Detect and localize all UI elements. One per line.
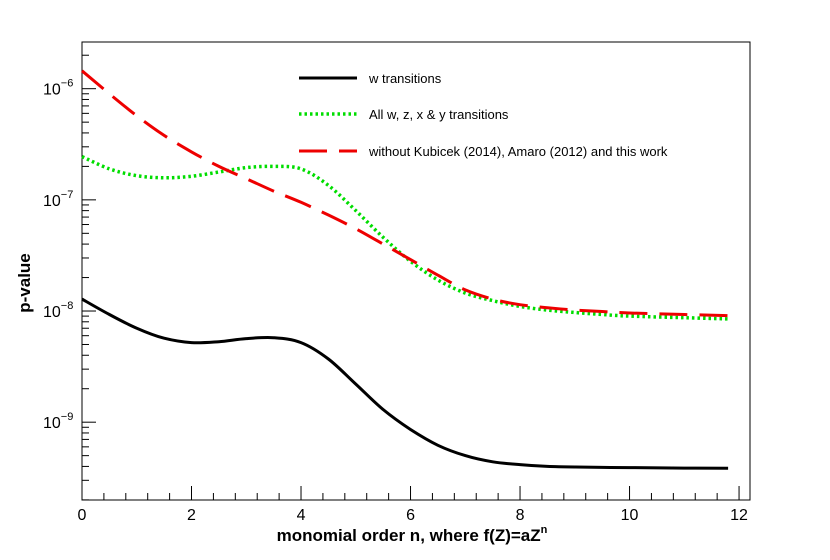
x-tick-label: 6 [406, 507, 415, 524]
y-tick-exponent: −7 [61, 189, 74, 201]
y-tick-exponent: −9 [61, 411, 74, 423]
x-axis-title: monomial order n, where f(Z)=aZn [277, 524, 548, 545]
series-layer [81, 69, 729, 470]
w-transitions-line [81, 297, 729, 470]
y-axis-title: p-value [15, 253, 34, 313]
y-tick-label: 10−6 [43, 78, 73, 99]
plot-frame [81, 41, 751, 501]
y-tick-base: 10 [43, 415, 61, 432]
legend-without-kubicek-label: without Kubicek (2014), Amaro (2012) and… [368, 144, 668, 159]
legend-w-transitions-label: w transitions [368, 71, 442, 86]
y-tick-exponent: −6 [61, 78, 74, 90]
y-tick-base: 10 [43, 193, 61, 210]
x-tick-label: 0 [78, 507, 87, 524]
x-tick-label: 2 [187, 507, 196, 524]
x-tick-label: 8 [516, 507, 525, 524]
y-tick-base: 10 [43, 82, 61, 99]
without-kubicek-line [81, 69, 729, 318]
y-tick-label: 10−8 [43, 300, 73, 321]
all-transitions-line [81, 154, 729, 321]
y-tick-label: 10−7 [43, 189, 73, 210]
x-tick-label: 12 [730, 507, 748, 524]
legend-all-transitions-label: All w, z, x & y transitions [369, 107, 509, 122]
y-tick-label: 10−9 [43, 411, 73, 432]
x-axis-title-main: monomial order n, where f(Z)=aZ [277, 526, 541, 545]
x-axis-title-sup: n [541, 524, 548, 536]
x-tick-label: 4 [297, 507, 306, 524]
x-tick-label: 10 [621, 507, 639, 524]
axis-ticks [81, 54, 740, 501]
y-tick-base: 10 [43, 304, 61, 321]
y-tick-exponent: −8 [61, 300, 74, 312]
legend: w transitions All w, z, x & y transitions… [299, 71, 668, 159]
